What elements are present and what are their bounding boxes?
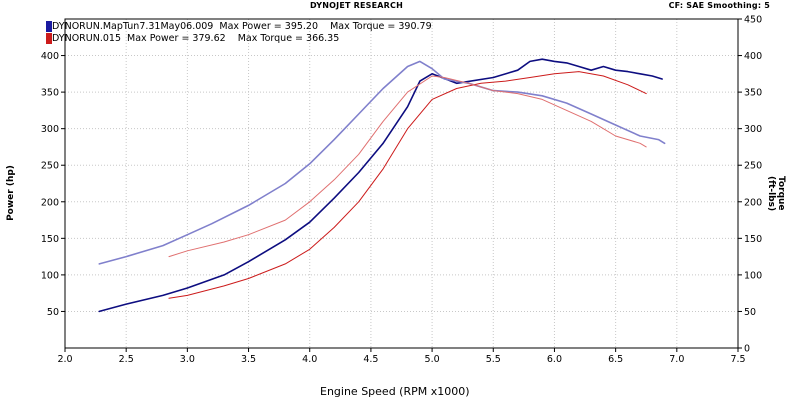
x-tick-label: 5.5 <box>486 354 501 365</box>
x-tick-label: 3.5 <box>241 354 256 365</box>
y-left-tick-label: 50 <box>47 307 59 318</box>
y-axis-left-label: Power (hp) <box>5 165 16 221</box>
x-tick-label: 5.0 <box>425 354 440 365</box>
x-tick-label: 6.0 <box>547 354 562 365</box>
x-tick-label: 6.5 <box>608 354 623 365</box>
header-settings: CF: SAE Smoothing: 5 <box>668 1 770 10</box>
y-left-tick-label: 150 <box>41 234 59 245</box>
plot-area-frame <box>64 18 739 349</box>
x-tick-label: 4.0 <box>302 354 317 365</box>
x-axis-label: Engine Speed (RPM x1000) <box>320 385 470 398</box>
x-tick-label: 2.5 <box>119 354 134 365</box>
x-tick-label: 3.0 <box>180 354 195 365</box>
y-right-tick-label: 50 <box>744 307 756 318</box>
series-line-1 <box>98 60 666 265</box>
y-axis-right-ticks: 0 50 100 150 200 250 300 350 400 450 <box>738 15 762 355</box>
y-right-tick-label: 250 <box>744 161 762 172</box>
x-tick-label: 2.0 <box>57 354 72 365</box>
y-right-tick-label: 350 <box>744 88 762 99</box>
y-left-tick-label: 400 <box>41 51 59 62</box>
y-right-tick-label: 300 <box>744 124 762 135</box>
x-tick-label: 7.0 <box>669 354 684 365</box>
y-axis-right-label: Torque (ft-lbs) <box>766 176 786 212</box>
series-line-3 <box>168 75 647 258</box>
x-tick-label: 7.5 <box>730 354 745 365</box>
header-title: DYNOJET RESEARCH <box>310 1 404 10</box>
y-left-tick-label: 100 <box>41 270 59 281</box>
grid-lines <box>65 19 738 348</box>
y-right-tick-label: 450 <box>744 15 762 26</box>
y-axis-left-ticks: 50 100 150 200 250 300 350 400 <box>41 51 65 318</box>
x-tick-label: 4.5 <box>363 354 378 365</box>
y-right-tick-label: 0 <box>744 344 750 355</box>
y-left-tick-label: 350 <box>41 88 59 99</box>
series-line-2 <box>168 71 647 299</box>
y-left-tick-label: 300 <box>41 124 59 135</box>
series-lines <box>98 58 666 313</box>
y-right-tick-label: 150 <box>744 234 762 245</box>
x-axis-ticks: 2.0 2.5 3.0 3.5 4.0 4.5 5.0 5.5 6.0 6.5 7.0 7.5 <box>57 348 746 365</box>
legend-entry-run-009: DYNORUN.MapTun7.31May06.009 Max Power = … <box>52 21 432 32</box>
legend-swatch-run-009 <box>46 21 52 32</box>
legend-entry-run-015: DYNORUN.015 Max Power = 379.62 Max Torqu… <box>52 33 340 44</box>
legend-swatch-run-015 <box>46 33 52 44</box>
y-right-tick-label: 100 <box>744 270 762 281</box>
y-right-tick-label: 200 <box>744 197 762 208</box>
y-left-tick-label: 250 <box>41 161 59 172</box>
series-line-0 <box>98 58 663 313</box>
y-left-tick-label: 200 <box>41 197 59 208</box>
y-right-tick-label: 400 <box>744 51 762 62</box>
